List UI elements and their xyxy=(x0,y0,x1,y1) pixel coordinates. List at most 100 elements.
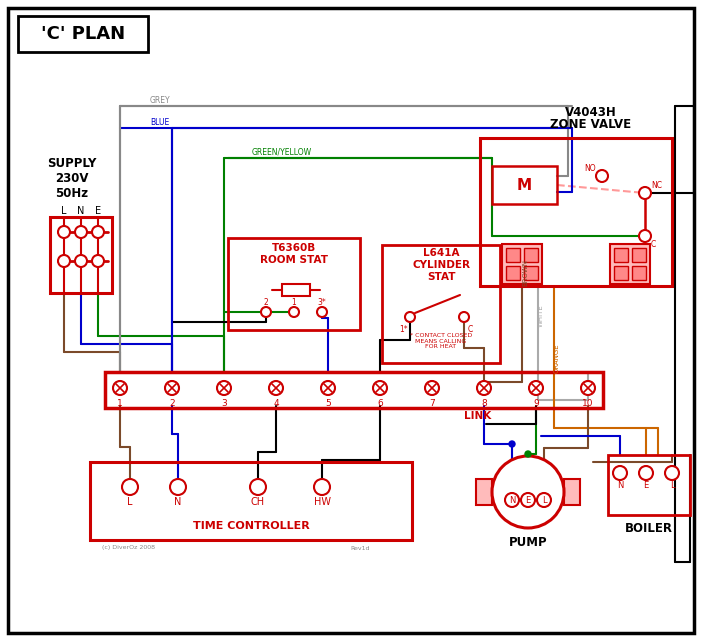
Text: 'C' PLAN: 'C' PLAN xyxy=(41,25,125,43)
Text: T6360B
ROOM STAT: T6360B ROOM STAT xyxy=(260,243,328,265)
Bar xyxy=(502,244,542,284)
Text: C: C xyxy=(650,240,656,249)
Text: ZONE VALVE: ZONE VALVE xyxy=(550,117,632,131)
Text: NO: NO xyxy=(584,163,596,172)
Text: TIME CONTROLLER: TIME CONTROLLER xyxy=(192,521,310,531)
Text: 7: 7 xyxy=(429,399,435,408)
Text: PUMP: PUMP xyxy=(509,535,548,549)
Bar xyxy=(632,266,646,280)
Text: 1*: 1* xyxy=(399,324,409,333)
Text: L: L xyxy=(670,481,675,490)
Text: C: C xyxy=(468,324,472,333)
Text: 6: 6 xyxy=(377,399,383,408)
Circle shape xyxy=(581,381,595,395)
Text: V4043H: V4043H xyxy=(565,106,617,119)
Bar xyxy=(50,217,112,293)
Text: GREEN/YELLOW: GREEN/YELLOW xyxy=(252,147,312,156)
Circle shape xyxy=(170,479,186,495)
Circle shape xyxy=(639,466,653,480)
Bar xyxy=(610,244,650,284)
Circle shape xyxy=(613,466,627,480)
Circle shape xyxy=(289,307,299,317)
Circle shape xyxy=(405,312,415,322)
Bar xyxy=(382,245,500,363)
Circle shape xyxy=(122,479,138,495)
Circle shape xyxy=(529,381,543,395)
Circle shape xyxy=(92,226,104,238)
Bar xyxy=(90,462,412,540)
Circle shape xyxy=(492,456,564,528)
Text: 2: 2 xyxy=(169,399,175,408)
Text: LINK: LINK xyxy=(465,411,491,421)
Text: L: L xyxy=(127,497,133,507)
Bar xyxy=(18,16,148,52)
Circle shape xyxy=(459,312,469,322)
Text: 4: 4 xyxy=(273,399,279,408)
Text: 1: 1 xyxy=(117,399,123,408)
Bar xyxy=(524,266,538,280)
Text: 2: 2 xyxy=(264,297,268,306)
Circle shape xyxy=(321,381,335,395)
Text: * CONTACT CLOSED
MEANS CALLING
FOR HEAT: * CONTACT CLOSED MEANS CALLING FOR HEAT xyxy=(410,333,472,349)
Text: 5: 5 xyxy=(325,399,331,408)
Bar xyxy=(632,248,646,262)
Bar xyxy=(228,238,360,330)
Circle shape xyxy=(317,307,327,317)
Text: BOILER: BOILER xyxy=(625,522,673,535)
Text: BLUE: BLUE xyxy=(150,117,169,126)
Circle shape xyxy=(521,493,535,507)
Circle shape xyxy=(250,479,266,495)
Circle shape xyxy=(217,381,231,395)
Circle shape xyxy=(113,381,127,395)
Text: M: M xyxy=(517,178,531,192)
Bar xyxy=(282,284,310,296)
Circle shape xyxy=(525,451,531,457)
Text: (c) DiverOz 2008: (c) DiverOz 2008 xyxy=(102,545,154,551)
Circle shape xyxy=(477,381,491,395)
Text: N: N xyxy=(174,497,182,507)
Circle shape xyxy=(75,226,87,238)
Bar xyxy=(614,248,628,262)
Text: 3: 3 xyxy=(221,399,227,408)
Circle shape xyxy=(75,255,87,267)
Bar xyxy=(506,266,520,280)
Text: E: E xyxy=(95,206,101,216)
Circle shape xyxy=(537,493,551,507)
Circle shape xyxy=(58,226,70,238)
Circle shape xyxy=(165,381,179,395)
Text: 10: 10 xyxy=(582,399,594,408)
Text: 9: 9 xyxy=(533,399,539,408)
Text: WHITE: WHITE xyxy=(538,304,544,328)
Bar xyxy=(105,372,603,408)
Circle shape xyxy=(505,493,519,507)
Text: Rev1d: Rev1d xyxy=(350,545,370,551)
Circle shape xyxy=(58,255,70,267)
Text: L: L xyxy=(542,495,546,504)
Text: N: N xyxy=(77,206,85,216)
Bar xyxy=(480,138,672,286)
Circle shape xyxy=(509,441,515,447)
Circle shape xyxy=(425,381,439,395)
Circle shape xyxy=(92,255,104,267)
Circle shape xyxy=(639,187,651,199)
Bar xyxy=(476,479,492,505)
Circle shape xyxy=(261,307,271,317)
Bar xyxy=(564,479,580,505)
Text: BROWN: BROWN xyxy=(522,258,528,285)
Text: 8: 8 xyxy=(481,399,487,408)
Text: N: N xyxy=(509,495,515,504)
Text: NC: NC xyxy=(651,181,663,190)
Text: E: E xyxy=(525,495,531,504)
Text: ORANGE: ORANGE xyxy=(554,343,560,373)
Text: 1: 1 xyxy=(291,297,296,306)
Circle shape xyxy=(665,466,679,480)
Bar xyxy=(492,166,557,204)
Text: L641A
CYLINDER
STAT: L641A CYLINDER STAT xyxy=(412,249,470,281)
Text: L: L xyxy=(61,206,67,216)
Circle shape xyxy=(639,230,651,242)
Bar xyxy=(524,248,538,262)
Circle shape xyxy=(314,479,330,495)
Bar xyxy=(506,248,520,262)
Text: GREY: GREY xyxy=(150,96,171,104)
Circle shape xyxy=(596,170,608,182)
